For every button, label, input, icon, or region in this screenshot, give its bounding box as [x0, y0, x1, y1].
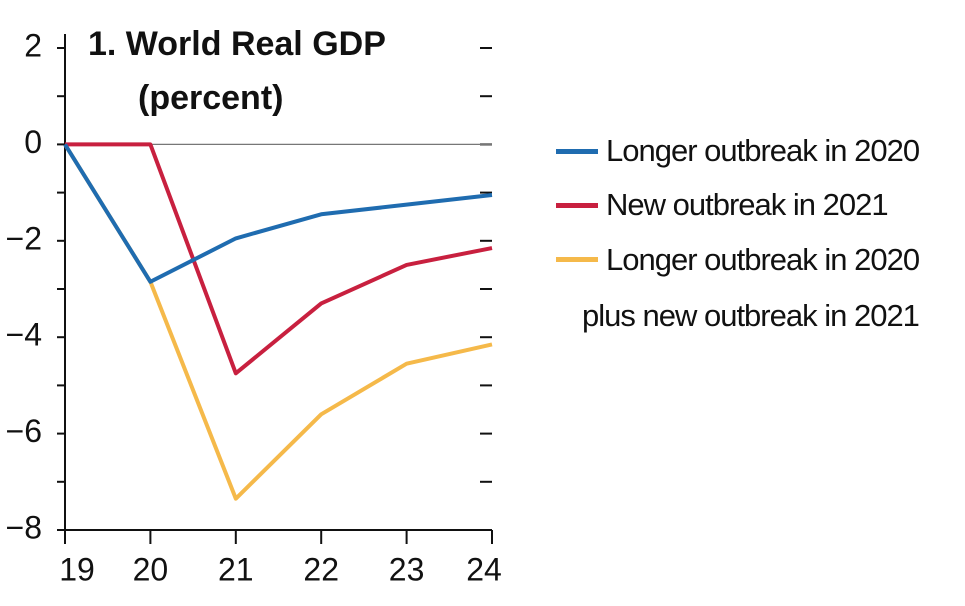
chart-subtitle: (percent): [138, 79, 283, 117]
legend: Longer outbreak in 2020 New outbreak in 2…: [556, 124, 961, 344]
x-tick-label: 23: [389, 551, 425, 587]
legend-label: New outbreak in 2021: [606, 187, 889, 222]
series-line: [63, 143, 493, 501]
chart-title: 1. World Real GDP: [88, 25, 386, 63]
series-line: [63, 143, 493, 284]
y-tick-label: 0: [24, 124, 42, 160]
y-tick-label: −2: [6, 220, 42, 256]
legend-label: Longer outbreak in 2020: [606, 133, 920, 168]
legend-swatch: [556, 257, 598, 262]
y-tick-label: 2: [24, 27, 42, 63]
x-tick-label: 24: [466, 551, 502, 587]
legend-item: Longer outbreak in 2020: [556, 124, 961, 178]
legend-item: New outbreak in 2021: [556, 178, 961, 232]
x-tick-label: 19: [59, 551, 95, 587]
legend-swatch: [556, 203, 598, 208]
y-tick-label: −4: [6, 317, 42, 353]
x-tick-label: 22: [303, 551, 339, 587]
y-tick-label: −6: [6, 413, 42, 449]
series-line: [65, 142, 493, 376]
x-tick-label: 20: [133, 551, 169, 587]
legend-label: Longer outbreak in 2020 plus new outbrea…: [582, 242, 920, 333]
y-tick-label: −8: [6, 509, 42, 545]
legend-item: Longer outbreak in 2020 plus new outbrea…: [556, 232, 961, 344]
x-tick-label: 21: [218, 551, 254, 587]
legend-swatch: [556, 149, 598, 154]
